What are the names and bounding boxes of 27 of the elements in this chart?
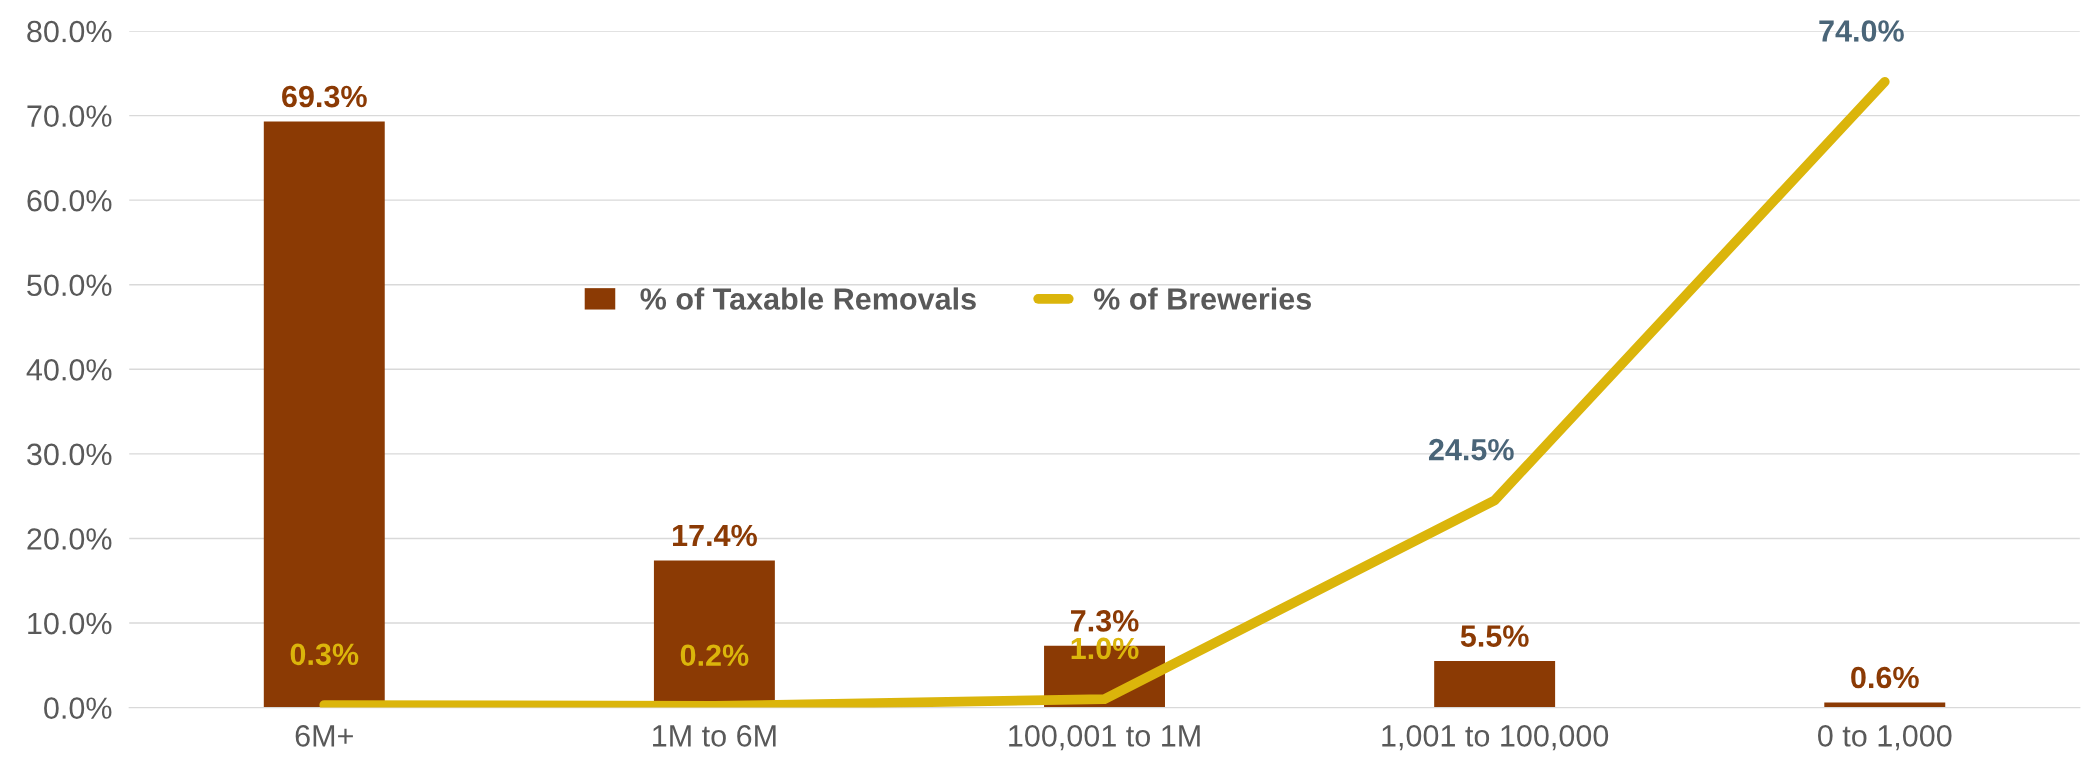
x-tick-label: 1,001 to 100,000 [1382, 725, 1609, 751]
x-tick-label: 1M to 6M [653, 725, 776, 747]
y-tick-label: 50.0% [27, 274, 112, 297]
y-tick-label: 60.0% [27, 189, 112, 212]
data-label: 17.4% [673, 524, 757, 547]
y-tick-label: 0.0% [44, 697, 112, 719]
legend-label: % of Breweries [1093, 287, 1311, 310]
data-label: 5.5% [1460, 625, 1529, 647]
data-label: 0.6% [1851, 666, 1919, 689]
data-label: 7.3% [1071, 610, 1139, 632]
x-tick-label: 0 to 1,000 [1818, 725, 1952, 751]
bar [1434, 661, 1556, 708]
bar [263, 121, 385, 708]
legend-label: % of Taxable Removals [640, 287, 976, 310]
data-label: 24.5% [1428, 438, 1514, 461]
data-label: 69.3% [282, 85, 367, 108]
x-tick-label: 100,001 to 1M [1009, 725, 1200, 751]
y-tick-label: 80.0% [27, 20, 112, 43]
x-tick-label: 6M+ [295, 725, 353, 747]
y-tick-label: 20.0% [27, 528, 112, 550]
data-label: 74.0% [1819, 20, 1904, 42]
data-label: 0.3% [290, 643, 359, 666]
y-tick-label: 40.0% [26, 359, 112, 381]
y-tick-label: 70.0% [27, 105, 112, 127]
data-label: 0.2% [680, 644, 749, 667]
y-tick-label: 10.0% [28, 612, 112, 635]
y-tick-label: 30.0% [27, 443, 112, 466]
